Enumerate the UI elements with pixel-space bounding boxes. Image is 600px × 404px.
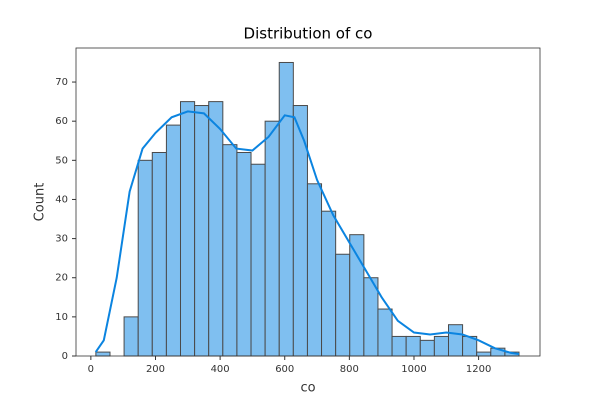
y-tick-label: 50 [55,155,68,166]
x-tick-label: 0 [88,364,94,375]
y-tick-label: 40 [55,194,68,205]
x-tick-label: 1200 [466,364,491,375]
bar [306,183,323,357]
bar [222,144,238,357]
x-tick-label: 800 [340,364,359,375]
plot-frame [75,47,541,357]
bar [349,234,365,357]
bar [278,61,294,357]
bar [335,253,351,357]
bar [377,308,393,357]
bar [321,210,337,357]
kde-line [94,110,520,356]
bar [419,339,435,357]
x-tick-label: 1000 [401,364,426,375]
bar [123,316,139,357]
y-tick-label: 60 [55,116,68,127]
x-axis-label: co [300,381,315,396]
bar [250,163,266,357]
bar [208,101,224,357]
bar [236,151,252,357]
bar [165,124,181,357]
x-tick-label: 600 [275,364,294,375]
bar [433,335,449,357]
y-tick-label: 20 [55,273,68,284]
chart-title: Distribution of co [244,25,373,43]
bar [405,335,421,357]
bar [447,324,464,357]
bar [264,120,280,357]
y-tick-label: 30 [55,234,68,245]
bar [391,335,407,357]
x-tick-label: 200 [146,364,165,375]
x-tick-label: 400 [211,364,230,375]
bar [179,101,196,357]
y-tick-label: 10 [55,312,68,323]
bar [137,159,153,357]
bar [151,151,167,357]
y-axis-label: Count [33,183,48,222]
y-tick-label: 70 [55,77,68,88]
bar [194,105,210,357]
bar [95,351,111,357]
bar [476,351,492,357]
bar [363,277,379,357]
y-tick-label: 0 [62,351,68,362]
